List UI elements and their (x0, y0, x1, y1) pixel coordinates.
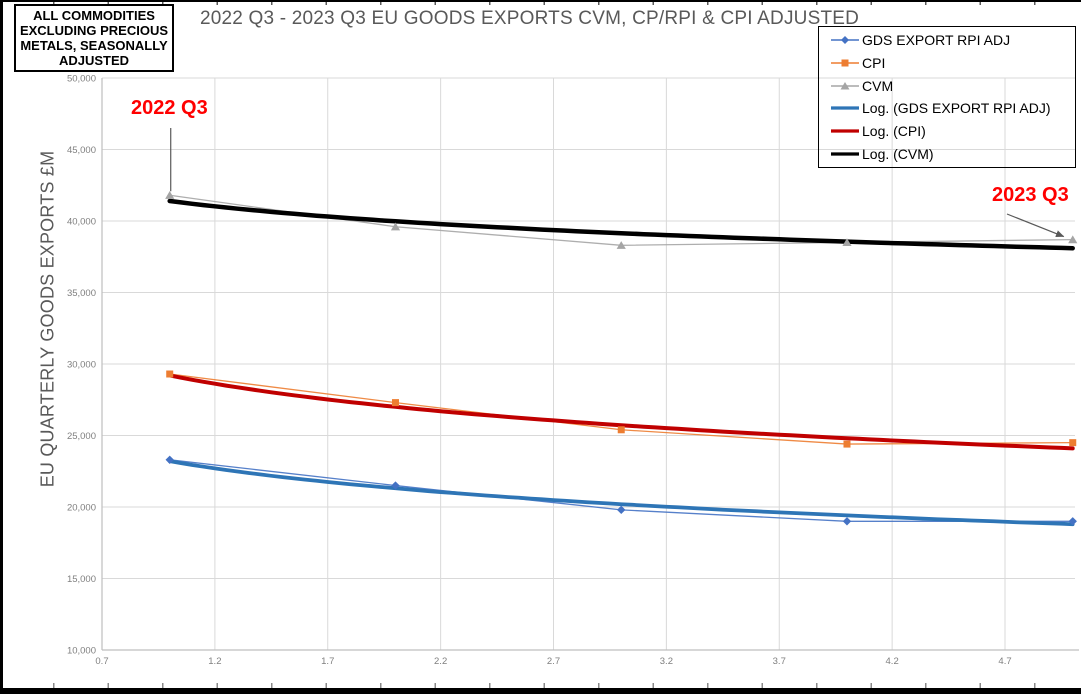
legend-item-label: Log. (GDS EXPORT RPI ADJ) (862, 100, 1051, 117)
legend-item-label: Log. (CPI) (862, 122, 926, 139)
annotation-2023-q3: 2023 Q3 (992, 184, 1069, 206)
annotation-arrow-2023-q3 (1006, 213, 1065, 238)
x-tick-label: 3.7 (773, 656, 786, 667)
data-point-cvm (165, 191, 175, 199)
y-tick-label: 25,000 (67, 431, 96, 442)
series-line-cpi (169, 373, 1073, 445)
y-tick-label: 50,000 (67, 74, 96, 85)
triangle-legend-key-icon (831, 81, 859, 90)
y-tick-label: 35,000 (67, 288, 96, 299)
data-point-gds-export-rpi-adj (842, 517, 852, 526)
y-tick-label: 45,000 (67, 145, 96, 156)
series-line-cvm (169, 194, 1073, 246)
y-tick-label: 15,000 (67, 574, 96, 585)
square-legend-key-icon (831, 59, 859, 67)
legend-item-cvm: CVM (831, 78, 1075, 94)
trendline-log-cpi- (167, 373, 1075, 451)
data-point-cvm (390, 222, 401, 231)
sheet-top-border (0, 0, 1081, 2)
legend-item-gds-export-rpi-adj: GDS EXPORT RPI ADJ (831, 32, 1075, 48)
sheet-top-column-ticks (0, 2, 1081, 5)
data-point-gds-export-rpi-adj (391, 481, 400, 490)
y-tick-label: 20,000 (67, 503, 96, 514)
data-point-gds-export-rpi-adj (165, 455, 174, 465)
commodities-note-box: ALL COMMODITIES EXCLUDING PRECIOUS METAL… (14, 4, 174, 72)
sheet-left-border (0, 0, 3, 694)
sheet-bottom-column-ticks (0, 683, 1081, 688)
x-tick-label: 1.2 (208, 656, 221, 667)
trendline-log-cvm- (167, 198, 1075, 251)
x-tick-label: 4.2 (886, 656, 899, 667)
trendline-legend-key-icon (831, 129, 859, 133)
y-tick-label: 10,000 (67, 646, 96, 657)
trendline-log-gds-export-rpi-adj- (167, 459, 1075, 527)
legend-item-label: CVM (862, 77, 894, 94)
commodities-note-text: ALL COMMODITIES EXCLUDING PRECIOUS METAL… (19, 8, 169, 68)
legend-item-log-cpi-: Log. (CPI) (831, 123, 1075, 139)
x-tick-label: 2.2 (434, 656, 447, 667)
legend-item-log-gds-export-rpi-adj-: Log. (GDS EXPORT RPI ADJ) (831, 100, 1075, 116)
x-tick-label: 4.7 (998, 656, 1011, 667)
data-point-gds-export-rpi-adj (1068, 517, 1077, 526)
x-tick-label: 3.2 (660, 656, 673, 667)
x-tick-label: 2.7 (547, 656, 560, 667)
data-point-gds-export-rpi-adj (617, 505, 626, 515)
sheet-bottom-border (0, 688, 1081, 694)
data-point-cvm (842, 238, 852, 247)
data-point-cpi (1069, 439, 1077, 447)
y-tick-label: 30,000 (67, 360, 96, 371)
chart-title: 2022 Q3 - 2023 Q3 EU GOODS EXPORTS CVM, … (199, 8, 860, 29)
diamond-legend-key-icon (831, 36, 859, 45)
legend-item-label: GDS EXPORT RPI ADJ (862, 32, 1011, 49)
trendline-legend-key-icon (831, 152, 859, 156)
annotation-2022-q3: 2022 Q3 (131, 97, 208, 119)
data-point-cpi (391, 399, 399, 407)
x-tick-label: 1.7 (321, 656, 334, 667)
data-point-cpi (843, 440, 851, 448)
y-tick-label: 40,000 (67, 217, 96, 228)
data-point-cpi (166, 370, 174, 378)
data-point-cpi (617, 426, 625, 434)
x-tick-label: 0.7 (95, 656, 108, 667)
chart-legend: GDS EXPORT RPI ADJ CPI CVM Log. (GDS EXPORT… (818, 26, 1076, 168)
trendline-legend-key-icon (831, 106, 859, 110)
legend-item-label: CPI (862, 54, 886, 71)
data-point-cvm (1068, 235, 1078, 244)
legend-item-cpi: CPI (831, 55, 1075, 71)
legend-item-label: Log. (CVM) (862, 145, 934, 162)
legend-item-log-cvm-: Log. (CVM) (831, 146, 1075, 162)
data-point-cvm (616, 241, 626, 249)
